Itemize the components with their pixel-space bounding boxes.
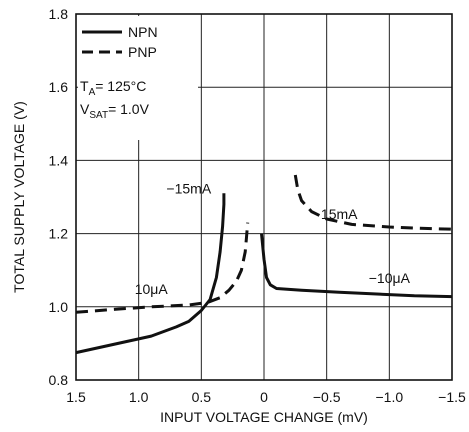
x-tick-label: 0.5 [192, 389, 212, 405]
curve-annotation: 15mA [321, 206, 358, 222]
plot-frame [75, 13, 453, 381]
y-axis-label: TOTAL SUPPLY VOLTAGE (V) [11, 101, 27, 293]
x-tick-label: 1.5 [66, 389, 86, 405]
annotations: −15mA 15mA 10μA −10μA [135, 180, 411, 297]
y-tick-label: 0.8 [49, 372, 69, 388]
y-tick-label: 1.0 [49, 299, 69, 315]
y-tick-label: 1.4 [49, 152, 69, 168]
curve-annotation: −10μA [369, 270, 411, 286]
x-tick-label: −1.5 [438, 389, 466, 405]
legend-background [78, 16, 198, 140]
legend-pnp-label: PNP [128, 44, 157, 60]
y-tick-label: 1.6 [49, 79, 69, 95]
series-npn-line-0 [75, 193, 226, 355]
x-axis-label: INPUT VOLTAGE CHANGE (mV) [160, 409, 368, 425]
series-pnp-line-0 [75, 222, 250, 314]
x-tick-label: −0.5 [313, 389, 341, 405]
condition-vsat: VSAT= 1.0V [80, 101, 150, 121]
series-layer [75, 174, 453, 355]
x-tick-label: 1.0 [129, 389, 149, 405]
x-tick-label: −1.0 [376, 389, 404, 405]
legend-npn-label: NPN [128, 24, 158, 40]
series-pnp-line-1 [293, 174, 453, 231]
series-npn-line-1 [260, 233, 453, 299]
curve-annotation: 10μA [135, 281, 169, 297]
legend: NPN PNP [78, 16, 198, 140]
conditions-block: TA= 125°C VSAT= 1.0V [80, 78, 150, 121]
y-tick-label: 1.2 [49, 226, 69, 242]
curve-annotation: −15mA [166, 180, 211, 196]
y-tick-label: 1.8 [49, 6, 69, 22]
tick-labels: 1.5 1.0 0.5 0 −0.5 −1.0 −1.5 0.8 1.0 1.2 1.4 1.6 1.8 [49, 6, 467, 405]
x-tick-label: 0 [260, 389, 268, 405]
condition-temperature: TA= 125°C [80, 78, 146, 98]
